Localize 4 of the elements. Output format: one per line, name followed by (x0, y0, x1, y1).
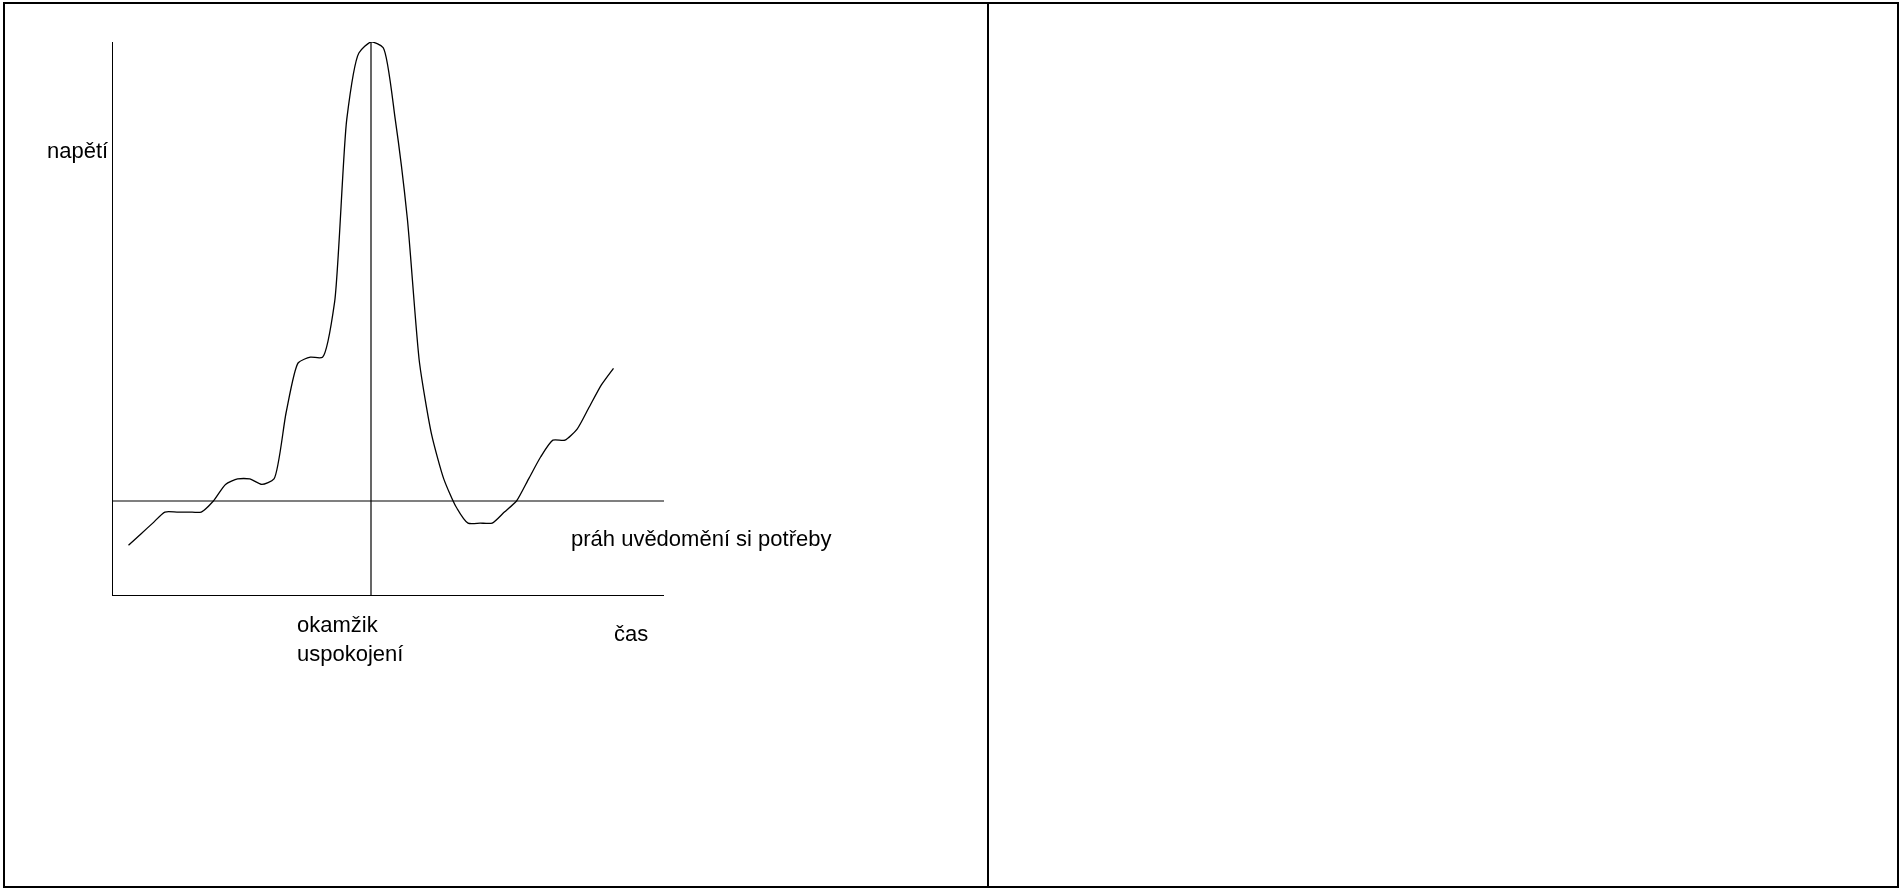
y-axis-title: napětí (47, 138, 109, 163)
ref-line-label: práh uvědomění si potřeby (571, 526, 832, 551)
x-axis-title: čas (614, 621, 649, 646)
text: okamžik uspokojení (297, 612, 404, 666)
